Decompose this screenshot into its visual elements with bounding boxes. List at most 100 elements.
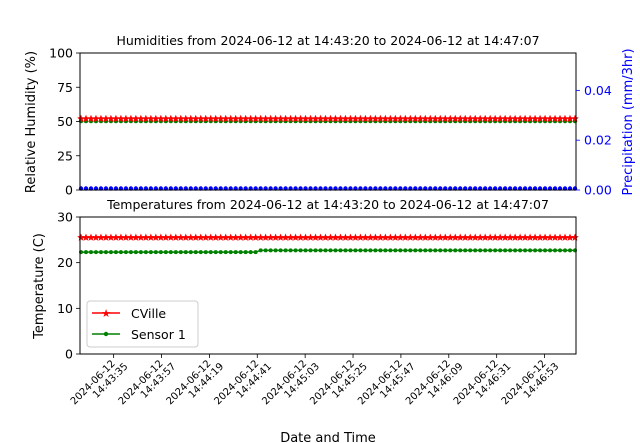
- temperature-point-sensor-1: [393, 248, 398, 253]
- temperature-point-cville: [236, 233, 245, 241]
- temperature-point-cville: [191, 233, 200, 241]
- temperature-point-cville: [426, 233, 435, 241]
- humidity-point-cville: [396, 114, 405, 122]
- temperature-point-cville: [221, 233, 230, 241]
- humidity-point-cville: [566, 114, 574, 122]
- temperature-point-cville: [346, 233, 355, 241]
- temperature-point-sensor-1: [128, 250, 133, 255]
- temperature-point-sensor-1: [148, 250, 153, 255]
- temperature-point-sensor-1: [533, 248, 538, 253]
- temperature-point-cville: [311, 233, 320, 241]
- temperature-point-cville: [451, 233, 460, 241]
- temperature-point-sensor-1: [273, 248, 278, 253]
- temperature-point-cville: [461, 233, 470, 241]
- temperature-point-cville: [386, 233, 395, 241]
- humidity-point-cville: [326, 114, 335, 122]
- humidity-point-cville: [87, 114, 95, 122]
- humidity-point-cville: [521, 114, 529, 122]
- temperature-point-cville: [77, 233, 85, 241]
- temperature-point-sensor-1: [138, 250, 143, 255]
- temperature-point-sensor-1: [333, 248, 338, 253]
- humidity-point-cville: [226, 114, 235, 122]
- temperature-point-cville: [256, 233, 265, 241]
- temperature-point-sensor-1: [298, 248, 303, 253]
- temperature-point-sensor-1: [498, 248, 503, 253]
- humidity-chart-title: Humidities from 2024-06-12 at 14:43:20 t…: [116, 33, 539, 48]
- legend-label-cville: CVille: [131, 306, 166, 321]
- temperature-point-cville: [541, 233, 549, 241]
- humidity-point-cville: [511, 114, 519, 122]
- humidity-point-cville: [127, 114, 135, 122]
- humidity-point-cville: [401, 114, 410, 122]
- temperature-point-sensor-1: [233, 250, 238, 255]
- humidity-point-cville: [157, 114, 165, 122]
- humidity-point-cville: [261, 114, 270, 122]
- humidity-point-cville: [431, 114, 440, 122]
- temperature-line-sensor-1: [81, 249, 575, 253]
- humidity-point-cville: [147, 114, 155, 122]
- humidity-point-cville: [391, 114, 400, 122]
- temperature-point-sensor-1: [528, 248, 533, 253]
- temperature-point-cville: [496, 233, 504, 241]
- humidity-point-cville: [251, 114, 260, 122]
- temperature-point-sensor-1: [313, 248, 318, 253]
- humidity-point-cville: [446, 114, 455, 122]
- temperature-point-sensor-1: [558, 248, 563, 253]
- humidity-point-cville: [122, 114, 130, 122]
- humidity-point-cville: [351, 114, 360, 122]
- humidity-point-cville: [191, 114, 200, 122]
- temperature-point-cville: [167, 233, 175, 241]
- humidity-y-axis-label: Relative Humidity (%): [24, 51, 39, 193]
- humidity-point-cville: [496, 114, 504, 122]
- temperature-point-cville: [336, 233, 345, 241]
- temperature-point-sensor-1: [478, 248, 483, 253]
- temperature-point-sensor-1: [248, 250, 253, 255]
- humidity-point-cville: [331, 114, 340, 122]
- temperature-point-sensor-1: [223, 250, 228, 255]
- temperature-point-sensor-1: [388, 248, 393, 253]
- humidity-point-cville: [172, 114, 180, 122]
- temperature-point-sensor-1: [453, 248, 458, 253]
- humidity-y-tick-label: 75: [57, 80, 73, 95]
- humidity-point-cville: [421, 114, 430, 122]
- temperature-point-cville: [356, 233, 365, 241]
- humidity-point-cville: [461, 114, 470, 122]
- temperature-point-sensor-1: [303, 248, 308, 253]
- humidity-point-cville: [291, 114, 300, 122]
- temperature-point-sensor-1: [253, 250, 258, 255]
- temperature-point-cville: [476, 233, 484, 241]
- temperature-point-sensor-1: [338, 248, 343, 253]
- humidity-point-cville: [426, 114, 435, 122]
- humidity-series-layer: [77, 114, 579, 191]
- temperature-point-cville: [181, 233, 190, 241]
- temperature-point-sensor-1: [563, 248, 568, 253]
- temperature-point-sensor-1: [378, 248, 383, 253]
- x-axis-label: Date and Time: [280, 431, 376, 443]
- humidity-point-cville: [196, 114, 205, 122]
- temperature-point-sensor-1: [413, 248, 418, 253]
- humidity-point-cville: [376, 114, 385, 122]
- temperature-point-cville: [137, 233, 145, 241]
- temperature-point-sensor-1: [408, 248, 413, 253]
- temperature-point-cville: [566, 233, 574, 241]
- humidity-y-ticks: 0 25 50 75 100: [49, 46, 80, 198]
- humidity-point-cville: [306, 114, 315, 122]
- humidity-point-cville: [137, 114, 145, 122]
- temperature-point-sensor-1: [268, 248, 273, 253]
- temperature-point-cville: [157, 233, 165, 241]
- temperature-point-sensor-1: [93, 250, 98, 255]
- time-x-ticks: 2024-06-1214:43:352024-06-1214:43:572024…: [69, 354, 562, 407]
- temperature-point-cville: [286, 233, 295, 241]
- temperature-point-sensor-1: [293, 248, 298, 253]
- temperature-point-cville: [261, 233, 270, 241]
- temperature-point-sensor-1: [473, 248, 478, 253]
- humidity-point-cville: [411, 114, 420, 122]
- temperature-point-cville: [531, 233, 539, 241]
- temperature-point-cville: [162, 233, 170, 241]
- temperature-point-cville: [556, 233, 564, 241]
